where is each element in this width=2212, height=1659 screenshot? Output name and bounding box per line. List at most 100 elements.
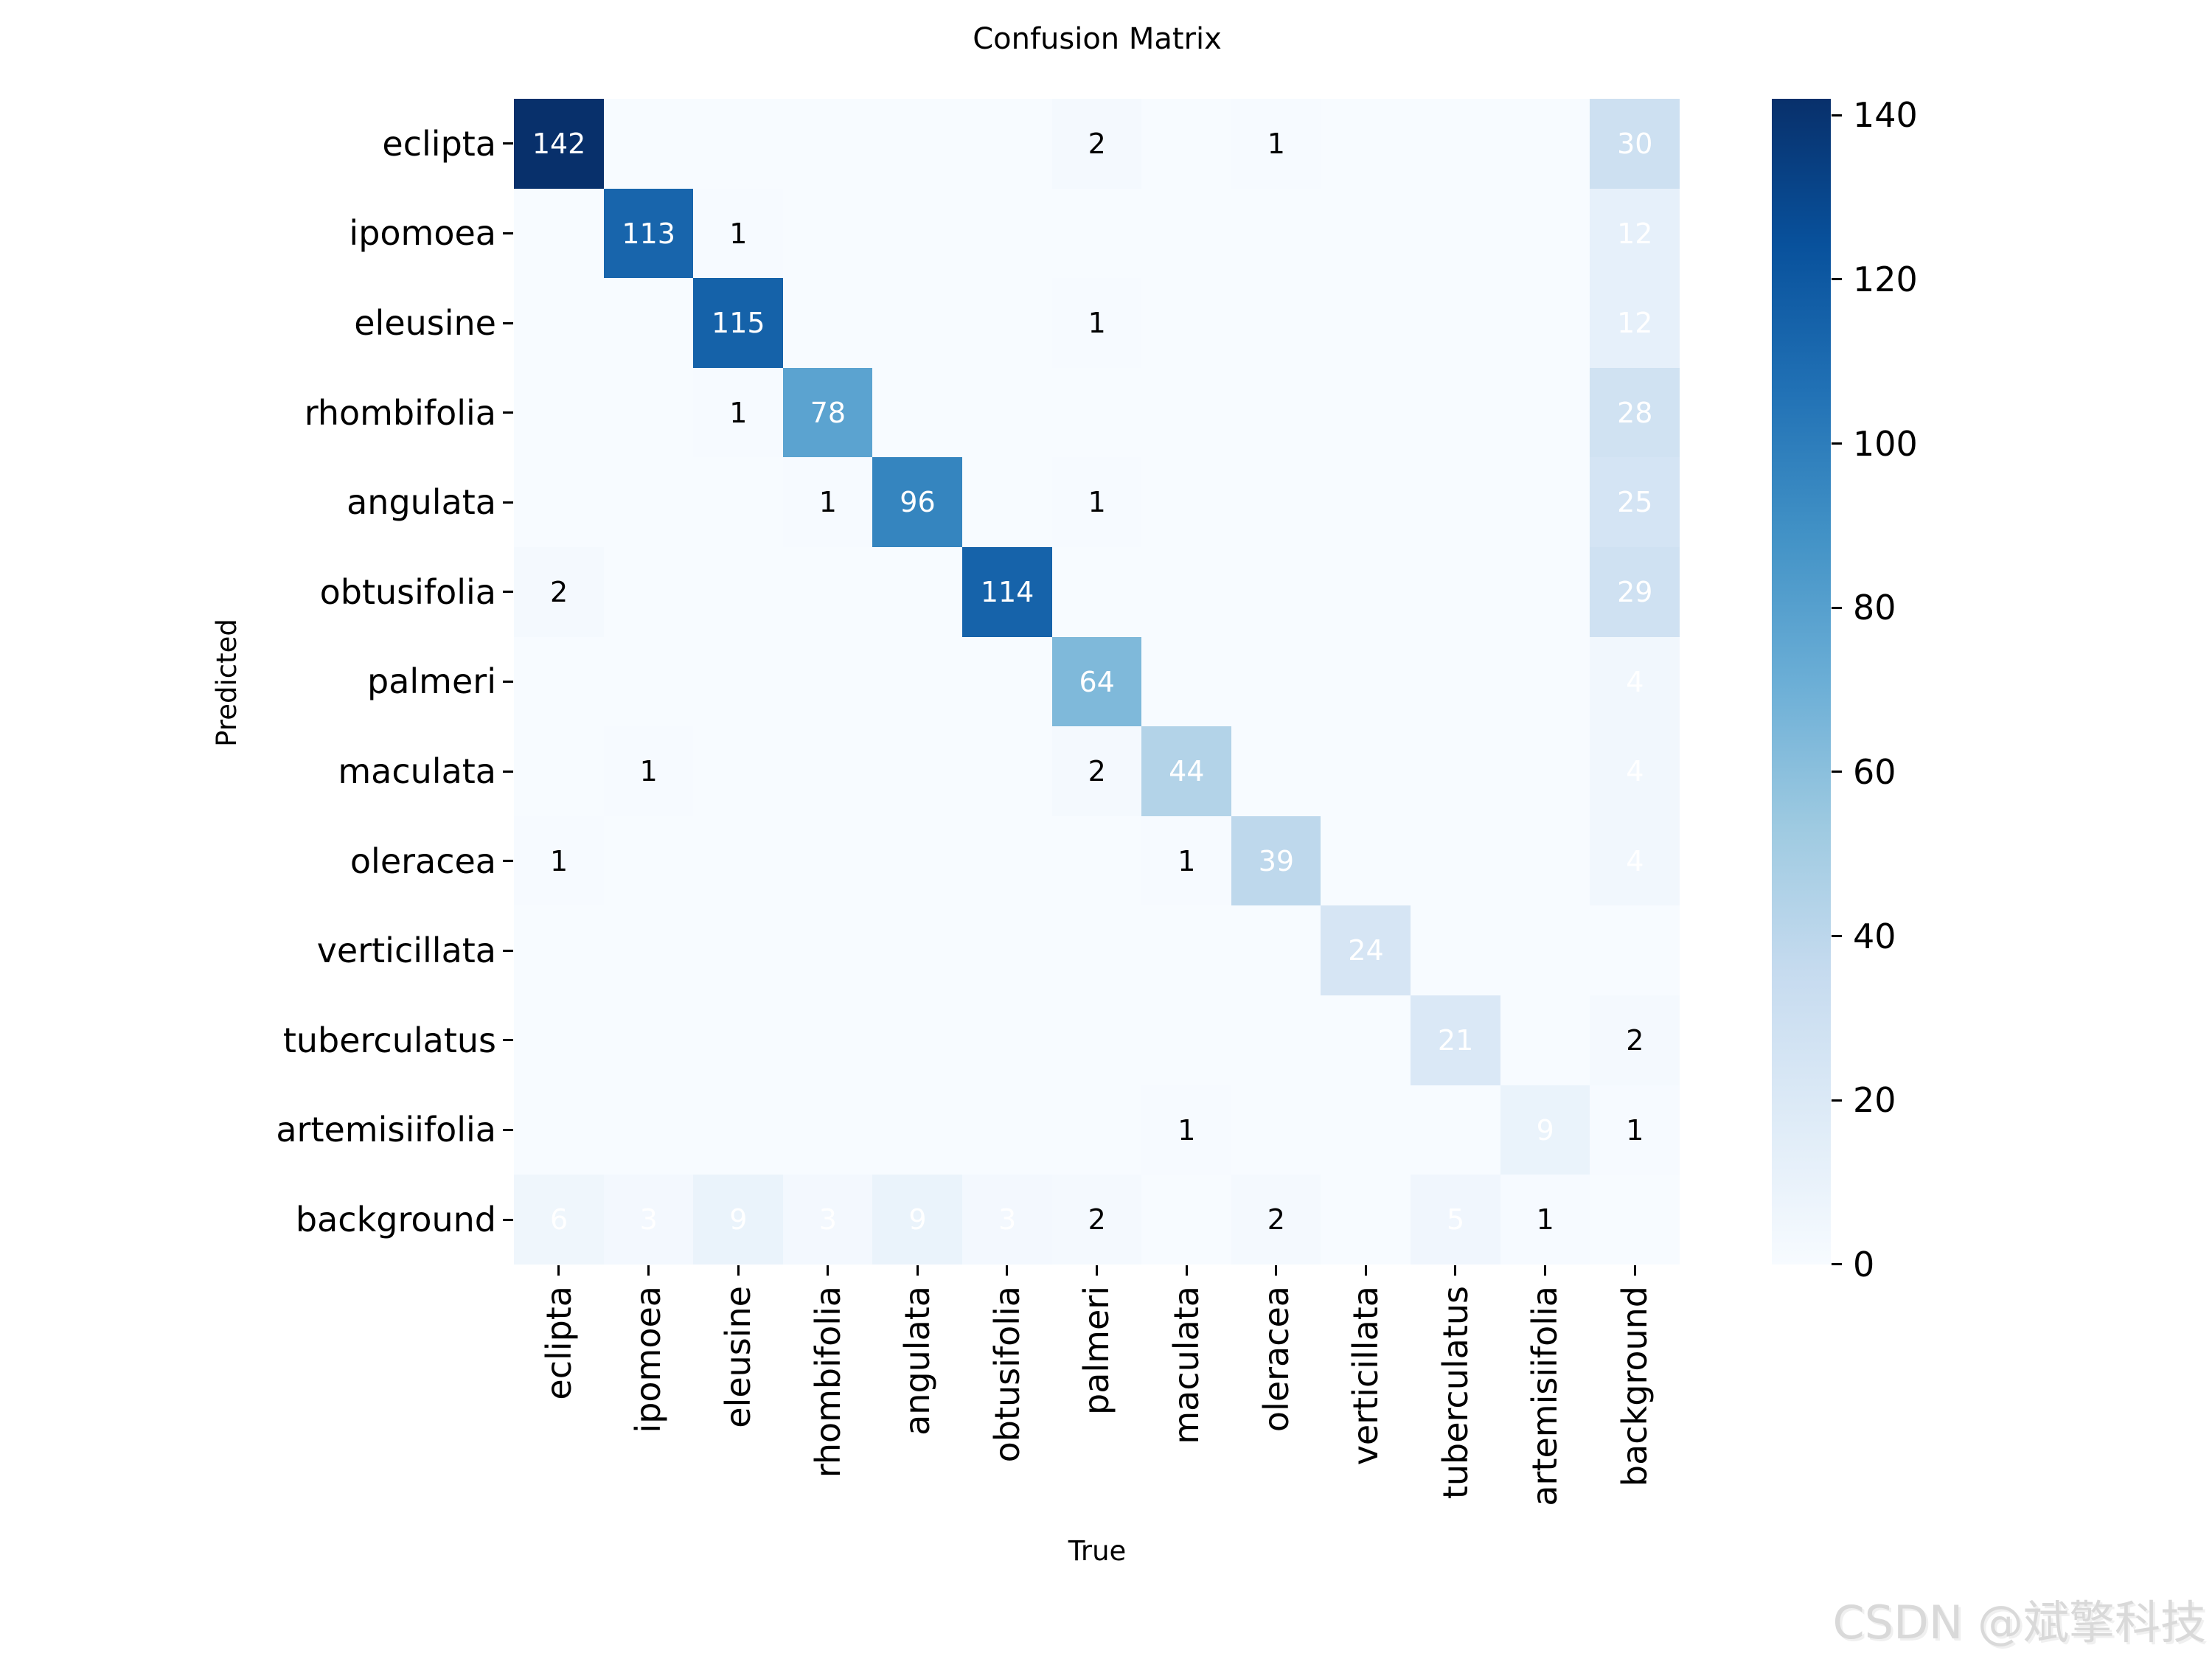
heatmap-cell [782, 188, 873, 279]
heatmap-cell: 2 [1051, 99, 1142, 189]
cell-annotation: 64 [1079, 665, 1115, 698]
col-tick-label: oleracea [1256, 1286, 1296, 1433]
x-axis-title: True [1068, 1535, 1127, 1567]
heatmap-cell [1321, 99, 1411, 189]
heatmap-cell [1231, 278, 1321, 369]
heatmap-cell [1500, 726, 1590, 817]
row-tick-label: eleusine [354, 303, 496, 343]
heatmap-cell [514, 636, 605, 727]
heatmap-cell: 24 [1321, 905, 1411, 996]
colorbar-gradient [1772, 99, 1831, 1265]
cell-annotation: 6 [550, 1203, 568, 1237]
heatmap-cell [1051, 815, 1142, 906]
heatmap-cell [693, 905, 784, 996]
heatmap-cell [962, 188, 1053, 279]
cell-annotation: 96 [900, 486, 936, 519]
cell-annotation: 78 [810, 396, 846, 429]
heatmap-cell [1051, 1085, 1142, 1175]
heatmap-cell: 44 [1141, 726, 1232, 817]
heatmap-cell [1411, 367, 1501, 458]
colorbar-tick-label: 0 [1853, 1244, 1875, 1284]
heatmap-cell [1321, 367, 1411, 458]
row-tick-label: eclipta [382, 123, 496, 164]
heatmap-cell [1231, 995, 1321, 1086]
heatmap-cell: 1 [1051, 457, 1142, 548]
cell-annotation: 3 [818, 1203, 837, 1237]
heatmap-cell: 12 [1590, 278, 1680, 369]
cell-annotation: 2 [1088, 128, 1106, 161]
heatmap-cell [1411, 636, 1501, 727]
heatmap-cell: 12 [1590, 188, 1680, 279]
heatmap-cell [962, 457, 1053, 548]
x-axis-tick [1185, 1265, 1188, 1276]
heatmap-cell [1231, 188, 1321, 279]
heatmap-cell [1500, 188, 1590, 279]
heatmap-cell [514, 188, 605, 279]
heatmap-cell [1231, 726, 1321, 817]
heatmap-cell: 29 [1590, 547, 1680, 638]
cell-annotation: 24 [1348, 934, 1384, 967]
heatmap-cell [962, 636, 1053, 727]
heatmap-cell [1590, 1175, 1680, 1265]
heatmap-cell [872, 188, 963, 279]
row-tick-label: oleracea [349, 841, 496, 881]
cell-annotation: 28 [1617, 396, 1653, 429]
colorbar-tick [1832, 114, 1842, 116]
row-tick-label: ipomoea [349, 213, 496, 254]
heatmap-cell: 4 [1590, 815, 1680, 906]
heatmap-cell [603, 1085, 694, 1175]
heatmap-cell [1231, 367, 1321, 458]
heatmap-cell [872, 278, 963, 369]
heatmap-cell [782, 99, 873, 189]
col-tick-label: maculata [1166, 1286, 1206, 1444]
y-axis-tick [503, 1218, 513, 1221]
heatmap-cell: 3 [782, 1175, 873, 1265]
heatmap-cell [1321, 457, 1411, 548]
heatmap-cell: 3 [603, 1175, 694, 1265]
heatmap-cell [872, 1085, 963, 1175]
heatmap-cell [782, 726, 873, 817]
heatmap-cell [1411, 547, 1501, 638]
row-tick-label: tuberculatus [282, 1020, 496, 1060]
heatmap-cell [514, 367, 605, 458]
heatmap-cell [1141, 905, 1232, 996]
heatmap-cell [693, 1085, 784, 1175]
cell-annotation: 4 [1626, 844, 1644, 877]
heatmap-cell [514, 1085, 605, 1175]
y-axis-tick [503, 142, 513, 145]
heatmap-cell [1321, 1175, 1411, 1265]
heatmap-cell [1500, 636, 1590, 727]
colorbar-tick [1832, 606, 1842, 609]
heatmap-cell [1321, 278, 1411, 369]
heatmap-cell [603, 815, 694, 906]
y-axis-tick [503, 591, 513, 594]
heatmap-cell [962, 1085, 1053, 1175]
heatmap-cell: 1 [1051, 278, 1142, 369]
heatmap-cell [603, 636, 694, 727]
col-tick-label: eleusine [718, 1286, 758, 1428]
heatmap-cell [1231, 547, 1321, 638]
y-axis-tick [503, 321, 513, 324]
heatmap-cell: 1 [1590, 1085, 1680, 1175]
heatmap-cell [1411, 1085, 1501, 1175]
y-axis-tick [503, 860, 513, 863]
heatmap-cell [514, 278, 605, 369]
heatmap-cell: 1 [693, 188, 784, 279]
heatmap-cell [1411, 726, 1501, 817]
heatmap-cell: 2 [1590, 995, 1680, 1086]
heatmap-cell [1051, 995, 1142, 1086]
cell-annotation: 12 [1617, 217, 1653, 250]
heatmap-cell [1411, 278, 1501, 369]
cell-annotation: 9 [908, 1203, 927, 1237]
heatmap-cell [514, 726, 605, 817]
col-tick-label: verticillata [1346, 1286, 1386, 1466]
row-tick-label: maculata [338, 751, 496, 791]
heatmap-cell: 1 [1500, 1175, 1590, 1265]
cell-annotation: 9 [729, 1203, 748, 1237]
cell-annotation: 1 [1178, 844, 1196, 877]
heatmap-cell: 2 [514, 547, 605, 638]
x-axis-tick [827, 1265, 830, 1276]
heatmap-cell [962, 905, 1053, 996]
heatmap-cell [872, 636, 963, 727]
cell-annotation: 1 [1178, 1113, 1196, 1147]
